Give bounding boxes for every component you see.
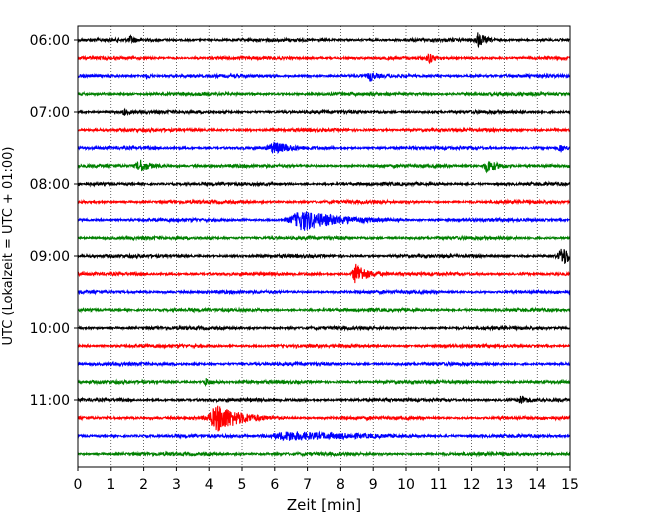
x-tick-label: 4 <box>205 477 214 493</box>
x-tick-label: 5 <box>238 477 247 493</box>
trace-line <box>77 159 571 174</box>
trace-line <box>77 248 571 264</box>
x-tick-label: 14 <box>528 477 546 493</box>
trace-line <box>77 72 571 82</box>
seismic-traces <box>77 32 571 458</box>
x-tick-label: 8 <box>336 477 345 493</box>
x-tick-label: 1 <box>106 477 115 493</box>
trace-line <box>77 90 571 98</box>
trace-line <box>77 395 571 404</box>
trace-line <box>77 306 571 314</box>
plot-frame <box>77 25 571 468</box>
x-axis-label: Zeit [min] <box>287 496 361 514</box>
x-tick-label: 7 <box>303 477 312 493</box>
trace-line <box>77 198 571 206</box>
trace-line <box>77 360 571 368</box>
x-tick-label: 3 <box>172 477 181 493</box>
trace-line <box>77 450 571 458</box>
trace-line <box>77 53 571 65</box>
trace-line <box>77 107 571 116</box>
y-axis-label: UTC (Lokalzeit = UTC + 01:00) <box>1 147 16 346</box>
x-tick-label: 0 <box>74 477 83 493</box>
x-tick-label: 6 <box>270 477 279 493</box>
y-tick-label: 09:00 <box>30 249 70 265</box>
trace-line <box>77 211 571 231</box>
y-axis-ticks: 06:00 07:00 08:00 09:00 10:00 11:00 <box>30 33 78 409</box>
trace-line <box>77 126 571 134</box>
x-axis-ticks: 0 1 2 3 4 5 6 7 8 9 10 11 12 13 14 15 <box>74 467 579 493</box>
x-tick-label: 2 <box>139 477 148 493</box>
y-tick-label: 07:00 <box>30 105 70 121</box>
trace-line <box>77 430 571 442</box>
trace-line <box>77 234 571 242</box>
trace-line <box>77 405 571 432</box>
y-tick-label: 11:00 <box>30 393 70 409</box>
x-tick-label: 9 <box>369 477 378 493</box>
x-tick-label: 10 <box>397 477 415 493</box>
trace-line <box>77 32 571 49</box>
trace-line <box>77 342 571 350</box>
trace-line <box>77 263 571 284</box>
trace-line <box>77 141 571 155</box>
trace-line <box>77 378 571 387</box>
y-tick-label: 08:00 <box>30 177 70 193</box>
trace-line <box>77 288 571 296</box>
y-tick-label: 10:00 <box>30 321 70 337</box>
trace-line <box>77 180 571 188</box>
trace-line <box>77 324 571 332</box>
x-tick-label: 13 <box>495 477 513 493</box>
y-tick-label: 06:00 <box>30 33 70 49</box>
x-tick-label: 15 <box>561 477 579 493</box>
x-tick-label: 12 <box>463 477 481 493</box>
x-tick-label: 11 <box>430 477 448 493</box>
